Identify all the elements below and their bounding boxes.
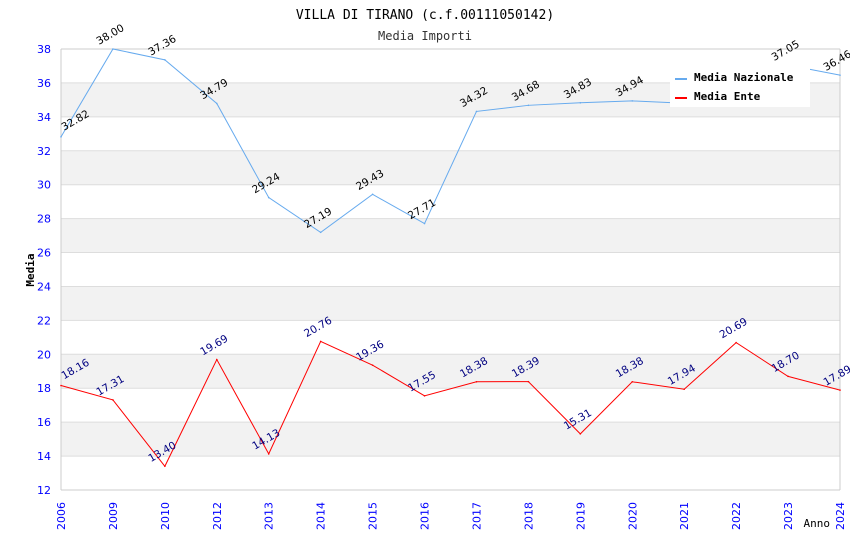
y-tick-label: 34 xyxy=(37,111,51,124)
x-tick-label: 2016 xyxy=(419,502,432,530)
data-point xyxy=(475,380,478,383)
data-point xyxy=(267,453,270,455)
y-axis-label: Media xyxy=(24,253,37,286)
x-tick-label: 2019 xyxy=(574,502,587,530)
data-point xyxy=(735,341,737,344)
data-point xyxy=(475,110,478,113)
x-tick-label: 2009 xyxy=(107,502,120,530)
data-label: 37.05 xyxy=(770,38,802,63)
y-tick-label: 38 xyxy=(37,43,51,56)
x-tick-label: 2006 xyxy=(55,502,68,530)
y-tick-label: 30 xyxy=(37,179,51,192)
y-tick-label: 20 xyxy=(37,348,51,361)
data-point xyxy=(60,384,62,387)
y-tick-label: 24 xyxy=(37,280,51,293)
data-point xyxy=(216,102,218,105)
data-point xyxy=(112,399,114,401)
x-tick-label: 2015 xyxy=(367,502,380,530)
grid-band xyxy=(61,422,840,457)
data-label: 38.00 xyxy=(94,22,126,47)
data-point xyxy=(112,48,114,50)
data-point xyxy=(787,375,789,378)
data-point xyxy=(631,100,634,102)
x-tick-label: 2023 xyxy=(782,502,795,530)
data-point xyxy=(839,389,841,391)
data-point xyxy=(60,136,62,138)
y-tick-label: 32 xyxy=(37,145,51,158)
x-tick-label: 2010 xyxy=(159,502,172,530)
grid-band xyxy=(61,218,840,253)
series-line-ente xyxy=(60,340,841,468)
data-point xyxy=(527,380,530,383)
data-point xyxy=(579,433,582,435)
data-point xyxy=(216,358,218,361)
data-point xyxy=(839,74,841,76)
legend: Media Nazionale Media Ente xyxy=(670,64,810,107)
data-point xyxy=(371,364,374,366)
data-point xyxy=(164,465,166,468)
x-tick-label: 2022 xyxy=(730,502,743,530)
data-point xyxy=(267,196,270,199)
chart-title: VILLA DI TIRANO (c.f.00111050142) xyxy=(296,8,554,23)
data-point xyxy=(631,380,634,383)
grid-band xyxy=(61,354,840,389)
data-point xyxy=(319,340,322,343)
y-tick-label: 16 xyxy=(37,416,51,429)
data-point xyxy=(579,101,582,104)
x-tick-label: 2012 xyxy=(211,502,224,530)
x-tick-label: 2020 xyxy=(626,502,639,530)
x-tick-label: 2018 xyxy=(522,502,535,530)
data-point xyxy=(164,59,166,61)
chart-subtitle: Media Importi xyxy=(378,29,472,43)
y-tick-label: 22 xyxy=(37,314,51,327)
y-tick-label: 28 xyxy=(37,213,51,226)
data-point xyxy=(371,193,374,196)
data-point xyxy=(423,395,426,397)
legend-label-nazionale: Media Nazionale xyxy=(694,71,794,84)
x-axis-label: Anno xyxy=(804,517,831,530)
data-point xyxy=(423,222,426,225)
x-tick-label: 2017 xyxy=(470,502,483,530)
legend-label-ente: Media Ente xyxy=(694,90,761,103)
x-tick-label: 2024 xyxy=(834,502,847,530)
data-label: 36.46 xyxy=(822,48,850,74)
y-tick-label: 18 xyxy=(37,382,51,395)
data-point xyxy=(527,104,530,107)
y-tick-label: 12 xyxy=(37,484,51,497)
data-point xyxy=(683,388,685,391)
data-point xyxy=(319,231,322,234)
grid-band xyxy=(61,286,840,321)
y-tick-label: 26 xyxy=(37,247,51,260)
y-tick-label: 14 xyxy=(37,450,51,463)
y-tick-label: 36 xyxy=(37,77,51,90)
x-tick-label: 2021 xyxy=(678,502,691,530)
data-label: 37.36 xyxy=(146,33,178,59)
x-tick-label: 2014 xyxy=(315,502,328,530)
x-tick-label: 2013 xyxy=(263,502,276,530)
